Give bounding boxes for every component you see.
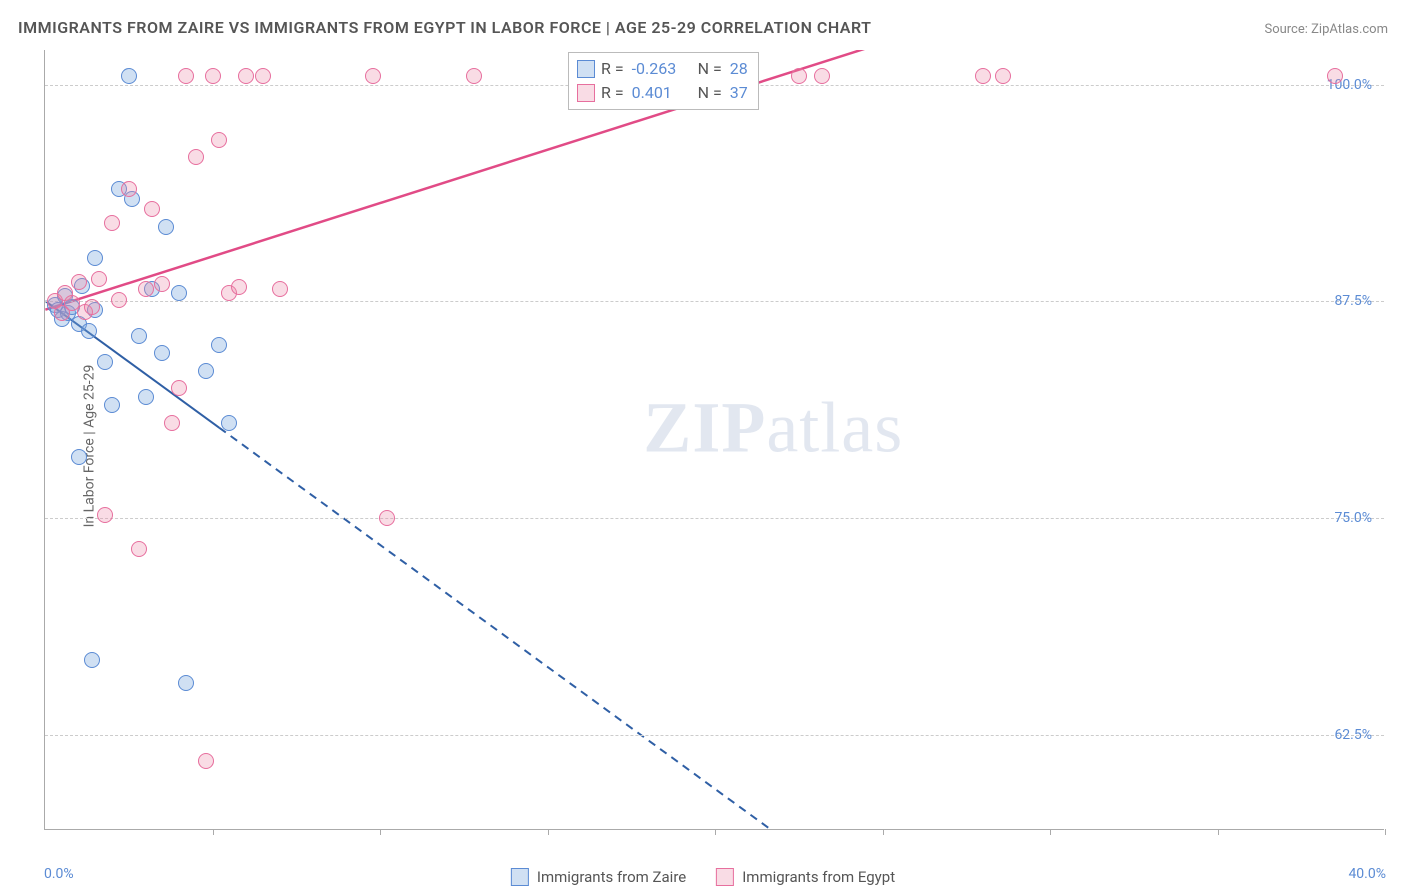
- data-point: [91, 271, 107, 287]
- y-tick-label: 62.5%: [1334, 727, 1372, 743]
- data-point: [814, 68, 830, 84]
- data-point: [131, 328, 147, 344]
- data-point: [255, 68, 271, 84]
- data-point: [121, 68, 137, 84]
- legend-item: Immigrants from Egypt: [716, 868, 895, 886]
- y-tick-label: 75.0%: [1334, 510, 1372, 526]
- data-point: [995, 68, 1011, 84]
- data-point: [178, 675, 194, 691]
- x-tick: [548, 829, 549, 835]
- data-point: [188, 149, 204, 165]
- x-tick: [1385, 829, 1386, 835]
- gridline: [45, 518, 1384, 519]
- data-point: [131, 541, 147, 557]
- data-point: [205, 68, 221, 84]
- data-point: [365, 68, 381, 84]
- data-point: [121, 181, 137, 197]
- data-point: [104, 397, 120, 413]
- data-point: [164, 415, 180, 431]
- data-point: [81, 323, 97, 339]
- data-point: [104, 215, 120, 231]
- chart-title: IMMIGRANTS FROM ZAIRE VS IMMIGRANTS FROM…: [18, 18, 871, 37]
- data-point: [221, 415, 237, 431]
- data-point: [171, 380, 187, 396]
- data-point: [84, 652, 100, 668]
- data-point: [975, 68, 991, 84]
- x-tick: [1218, 829, 1219, 835]
- x-tick: [883, 829, 884, 835]
- source-attribution: Source: ZipAtlas.com: [1264, 22, 1388, 37]
- data-point: [97, 354, 113, 370]
- x-tick: [1050, 829, 1051, 835]
- n-value: 28: [730, 57, 748, 81]
- data-point: [87, 250, 103, 266]
- gridline: [45, 301, 1384, 302]
- series-legend: Immigrants from Zaire Immigrants from Egy…: [511, 868, 895, 886]
- n-label: N =: [698, 81, 722, 105]
- data-point: [154, 276, 170, 292]
- data-point: [154, 345, 170, 361]
- data-point: [238, 68, 254, 84]
- x-tick: [715, 829, 716, 835]
- data-point: [379, 510, 395, 526]
- x-max-label: 40.0%: [1348, 866, 1386, 882]
- data-point: [138, 281, 154, 297]
- correlation-legend: R = -0.263N = 28 R = 0.401N = 37: [568, 52, 759, 110]
- n-label: N =: [698, 57, 722, 81]
- x-min-label: 0.0%: [44, 866, 74, 882]
- legend-swatch: [716, 868, 734, 886]
- data-point: [178, 68, 194, 84]
- r-value: -0.263: [632, 57, 692, 81]
- data-point: [144, 201, 160, 217]
- data-point: [211, 337, 227, 353]
- legend-swatch: [577, 60, 595, 78]
- data-point: [198, 363, 214, 379]
- legend-swatch: [577, 84, 595, 102]
- data-point: [84, 299, 100, 315]
- r-label: R =: [601, 81, 624, 105]
- gridline: [45, 735, 1384, 736]
- data-point: [272, 281, 288, 297]
- r-value: 0.401: [632, 81, 692, 105]
- data-point: [231, 279, 247, 295]
- data-point: [211, 132, 227, 148]
- data-point: [466, 68, 482, 84]
- legend-row: R = -0.263N = 28: [577, 57, 748, 81]
- r-label: R =: [601, 57, 624, 81]
- x-tick: [213, 829, 214, 835]
- data-point: [71, 274, 87, 290]
- n-value: 37: [730, 81, 748, 105]
- legend-label: Immigrants from Egypt: [742, 868, 895, 886]
- data-point: [71, 449, 87, 465]
- data-point: [111, 292, 127, 308]
- legend-label: Immigrants from Zaire: [537, 868, 686, 886]
- legend-item: Immigrants from Zaire: [511, 868, 686, 886]
- data-point: [791, 68, 807, 84]
- trend-lines: [45, 50, 1384, 829]
- data-point: [171, 285, 187, 301]
- data-point: [198, 753, 214, 769]
- legend-swatch: [511, 868, 529, 886]
- data-point: [1327, 68, 1343, 84]
- data-point: [97, 507, 113, 523]
- x-tick: [380, 829, 381, 835]
- data-point: [158, 219, 174, 235]
- data-point: [138, 389, 154, 405]
- legend-row: R = 0.401N = 37: [577, 81, 748, 105]
- plot-area: 62.5%75.0%87.5%100.0%: [44, 50, 1384, 830]
- y-tick-label: 87.5%: [1334, 293, 1372, 309]
